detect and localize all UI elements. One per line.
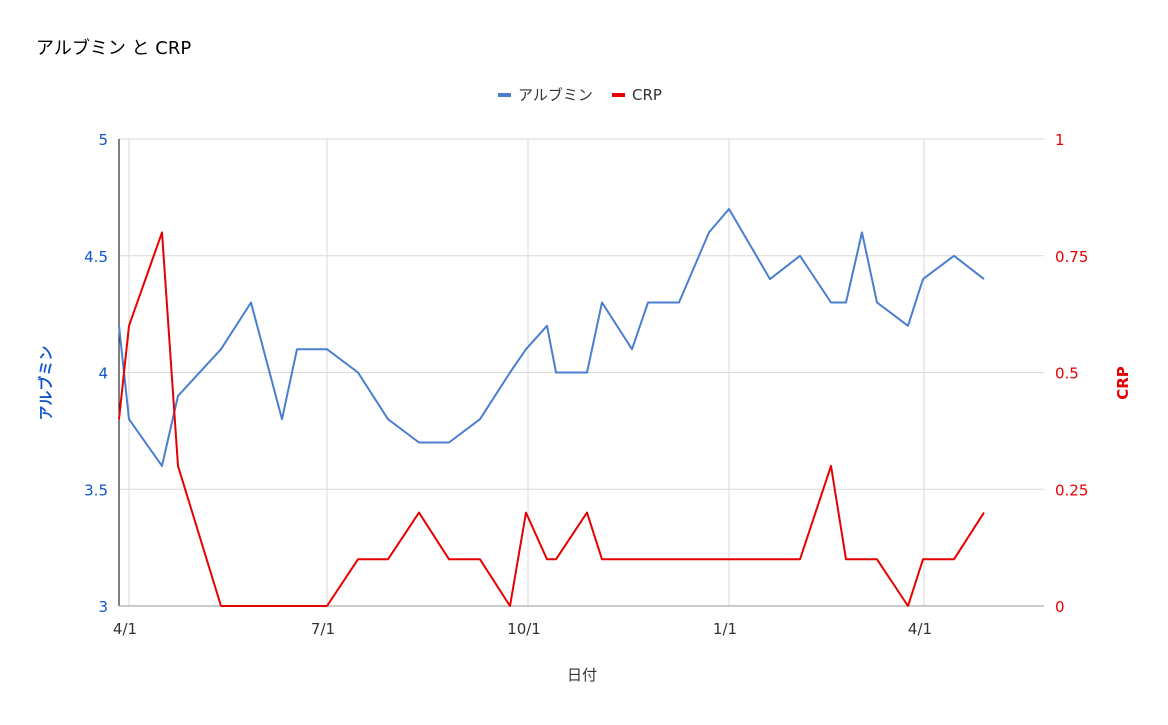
right-axis-label: CRP [1114,366,1132,400]
x-axis-label: 日付 [567,666,597,684]
right-tick-label: 0.5 [1055,365,1079,383]
series-line-albumin [118,208,985,467]
left-tick-label: 3 [98,598,108,616]
left-tick-label: 4.5 [84,248,108,266]
legend-label-albumin: アルブミン [518,86,593,104]
right-tick-label: 0.75 [1055,248,1088,266]
x-tick-label: 4/1 [908,620,932,638]
legend-swatch-crp [612,93,625,97]
series-layer [118,208,985,607]
legend-swatch-albumin [498,93,511,97]
left-tick-label: 3.5 [84,481,108,499]
left-tick-label: 5 [98,131,108,149]
x-tick-label: 7/1 [311,620,335,638]
axis-layer: 3 3.5 4 4.5 5 0 0.25 0.5 0.75 1 4/1 7/1 10/1 1/1 4/1 [84,131,1088,638]
chart-title: アルブミン と CRP [36,37,191,59]
right-tick-label: 0.25 [1055,481,1088,499]
x-tick-label: 1/1 [713,620,737,638]
series-line-crp [118,231,985,607]
label-layer: アルブミン と CRP 日付 アルブミン CRP [36,37,1132,684]
legend: アルブミン CRP [498,86,662,104]
x-tick-label: 4/1 [113,620,137,638]
right-tick-label: 1 [1055,131,1065,149]
left-tick-label: 4 [98,365,108,383]
x-tick-label: 10/1 [507,620,541,638]
right-tick-label: 0 [1055,598,1065,616]
legend-label-crp: CRP [632,86,662,104]
left-axis-label: アルブミン [37,346,55,421]
